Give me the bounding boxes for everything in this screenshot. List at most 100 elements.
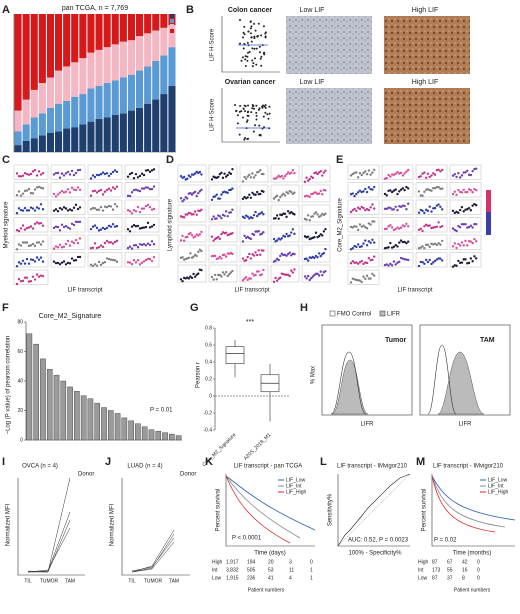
dot (193, 275, 197, 278)
dot (238, 133, 241, 136)
dot (321, 192, 324, 196)
bar-segment (136, 14, 144, 37)
dot (39, 173, 43, 176)
dot (239, 19, 241, 21)
dot (246, 255, 249, 259)
dot (189, 231, 192, 235)
panel-label: A (2, 4, 10, 16)
table-cell: 55 (447, 567, 453, 573)
dot (462, 244, 465, 247)
dot (109, 189, 113, 192)
dot (54, 225, 58, 228)
dot (293, 171, 296, 175)
dot (236, 114, 239, 117)
dot (223, 273, 226, 276)
dot (282, 192, 285, 196)
survival-curve (431, 475, 496, 533)
dot (467, 207, 471, 210)
dot (392, 245, 396, 248)
dot (286, 192, 290, 195)
dot (103, 190, 107, 193)
dot (15, 248, 19, 251)
x-label: LIF transcript (67, 288, 102, 294)
plot-title: Tumor (385, 337, 407, 344)
axis (13, 14, 176, 153)
table-cell: High (418, 559, 429, 565)
dot (437, 221, 440, 224)
dot (285, 215, 288, 219)
dot (392, 208, 396, 211)
dot (35, 174, 39, 177)
dot (417, 175, 421, 179)
dot (95, 264, 99, 267)
bar-segment (144, 14, 152, 34)
dot (103, 227, 107, 231)
dot (417, 228, 421, 232)
dot (200, 268, 203, 272)
dot (453, 228, 456, 232)
dot (134, 243, 138, 247)
dot (394, 188, 397, 191)
plot-title: TAM (480, 337, 495, 344)
bar-segment (144, 33, 152, 67)
scatter-tile (449, 199, 482, 215)
dot (182, 175, 186, 179)
roc-curve (337, 473, 411, 547)
dot (103, 241, 107, 245)
dot (405, 258, 408, 261)
dot (464, 223, 467, 226)
dot (193, 210, 197, 213)
dot (394, 228, 397, 231)
bar-segment (55, 14, 63, 71)
dot (31, 170, 35, 173)
dot (62, 245, 66, 248)
dot (252, 62, 255, 65)
axis (121, 478, 190, 576)
dot (253, 22, 256, 25)
dot (91, 264, 95, 268)
dot (132, 244, 136, 247)
dot (268, 112, 271, 115)
scatter-tile (381, 234, 414, 250)
dot (317, 234, 321, 238)
dot (324, 270, 327, 273)
dot (15, 265, 19, 268)
dot (109, 258, 113, 261)
dot (231, 232, 234, 235)
dot (426, 188, 430, 191)
dot (25, 241, 29, 244)
dot (224, 210, 228, 213)
dot (257, 230, 260, 233)
dot (247, 30, 250, 33)
dot (369, 206, 372, 209)
dot (126, 175, 130, 178)
dot (29, 258, 33, 261)
dot (255, 111, 258, 114)
dot (66, 261, 70, 265)
scatter-tile (13, 182, 49, 198)
dot (428, 224, 431, 227)
bar-segment (14, 145, 22, 152)
dot (17, 243, 21, 246)
dot (475, 240, 478, 243)
dot (285, 232, 288, 236)
dot (403, 172, 406, 175)
dot (190, 233, 194, 237)
dot (283, 212, 287, 216)
dot (210, 235, 214, 238)
dot (314, 211, 318, 214)
dot (136, 224, 140, 228)
dot (311, 275, 315, 278)
legend-swatch (329, 310, 336, 317)
dot (423, 262, 426, 265)
scatter-tile (270, 184, 300, 203)
scatter-tile (208, 204, 238, 223)
dot (426, 243, 430, 247)
dot (247, 104, 250, 107)
dot (250, 40, 253, 43)
dot (220, 275, 223, 278)
dot (99, 205, 103, 209)
bar-segment (71, 127, 79, 152)
dot (428, 205, 431, 208)
dot (62, 260, 66, 263)
